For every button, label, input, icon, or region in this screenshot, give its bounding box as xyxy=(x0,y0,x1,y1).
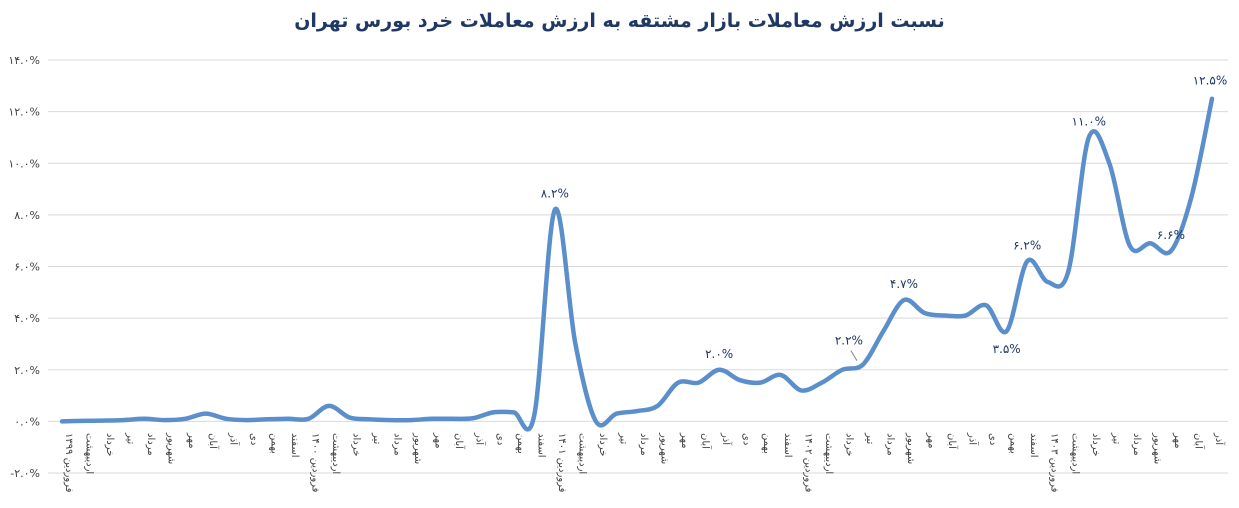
x-tick-label: شهریور xyxy=(1151,432,1162,464)
x-tick-label: تیر xyxy=(864,432,875,445)
x-tick-label: شهریور xyxy=(166,432,177,464)
x-tick-label: مهر xyxy=(186,432,197,448)
x-tick-label: آبان xyxy=(453,433,466,450)
x-tick-label: فروردین ۱۴۰۱ xyxy=(556,433,567,493)
x-tick-label: فروردین ۱۴۰۰ xyxy=(309,433,320,493)
data-label: ۲.۰% xyxy=(705,347,733,361)
y-tick-label: -۲.۰% xyxy=(10,467,40,480)
x-tick-label: آبان xyxy=(207,433,220,450)
y-tick-label: ۴.۰% xyxy=(14,312,40,325)
data-label: ۱۱.۰% xyxy=(1072,114,1107,128)
data-labels: ۸.۲% ۲.۰% ۲.۲% ۴.۷% ۳.۵% ۶.۲% ۱۱.۰% ۶.۶% ۱۲.۵% xyxy=(541,74,1227,361)
data-label: ۱۲.۵% xyxy=(1193,74,1228,88)
x-axis: فروردین ۱۳۹۹ اردیبهشت خرداد تیر مرداد شهریور م… xyxy=(63,432,1226,493)
data-label: ۲.۲% xyxy=(835,334,863,348)
chart-title: نسبت ارزش معاملات بازار مشتقه به ارزش مع… xyxy=(294,10,945,32)
x-tick-label: خرداد xyxy=(1090,433,1101,456)
data-label: ۶.۲% xyxy=(1013,238,1041,252)
y-tick-label: ۲.۰% xyxy=(14,364,40,377)
series-line xyxy=(59,96,1215,432)
x-tick-label: مرداد xyxy=(392,433,403,456)
data-label: ۴.۷% xyxy=(890,277,918,291)
x-tick-label: تیر xyxy=(371,432,382,445)
x-tick-label: بهمن xyxy=(761,433,772,454)
x-tick-label: اسفند xyxy=(535,433,546,457)
x-tick-label: شهریور xyxy=(905,432,916,464)
data-label: ۸.۲% xyxy=(541,187,569,201)
x-tick-label: فروردین ۱۳۹۹ xyxy=(63,433,74,493)
x-tick-label: آذر xyxy=(227,432,240,446)
x-tick-label: تیر xyxy=(617,432,628,445)
x-tick-label: مهر xyxy=(1172,432,1183,448)
x-tick-label: خرداد xyxy=(597,433,608,456)
gridlines xyxy=(48,59,1228,474)
x-tick-label: مرداد xyxy=(638,433,649,456)
x-tick-label: مرداد xyxy=(1131,433,1142,456)
x-tick-label: آذر xyxy=(474,432,487,446)
x-tick-label: اردیبهشت xyxy=(1069,433,1080,474)
x-tick-label: آبان xyxy=(946,433,959,450)
y-tick-label: ۸.۰% xyxy=(14,209,40,222)
data-label: ۶.۶% xyxy=(1157,228,1185,242)
x-tick-label: مرداد xyxy=(884,433,895,456)
y-tick-label: ۱۴.۰% xyxy=(8,54,40,67)
x-tick-label: دی xyxy=(248,433,259,445)
x-tick-label: فروردین ۱۴۰۲ xyxy=(802,433,813,493)
label-leader xyxy=(850,350,858,361)
x-tick-label: بهمن xyxy=(515,433,526,454)
x-tick-label: خرداد xyxy=(104,433,115,456)
x-tick-label: اردیبهشت xyxy=(84,433,95,474)
y-tick-label: ۱۲.۰% xyxy=(8,106,40,119)
x-tick-label: تیر xyxy=(1110,432,1121,445)
x-tick-label: خرداد xyxy=(843,433,854,456)
x-tick-label: اردیبهشت xyxy=(330,433,341,474)
x-tick-label: تیر xyxy=(125,432,136,445)
x-tick-label: اسفند xyxy=(1028,433,1039,457)
x-tick-label: مهر xyxy=(679,432,690,448)
x-tick-label: فروردین ۱۴۰۳ xyxy=(1049,433,1060,493)
x-tick-label: آذر xyxy=(1213,432,1226,446)
x-tick-label: آذر xyxy=(720,432,733,446)
x-tick-label: مرداد xyxy=(145,433,156,456)
y-tick-label: ۱۰.۰% xyxy=(8,157,40,170)
x-tick-label: دی xyxy=(494,433,505,445)
x-tick-label: بهمن xyxy=(268,433,279,454)
x-tick-label: مهر xyxy=(926,432,937,448)
y-axis: -۲.۰% ۰.۰% ۲.۰% ۴.۰% ۶.۰% ۸.۰% ۱۰.۰% ۱۲.۰% ۱۴.۰% xyxy=(8,54,40,480)
x-tick-label: خرداد xyxy=(351,433,362,456)
x-tick-label: دی xyxy=(741,433,752,445)
series-layer xyxy=(59,96,1215,432)
x-tick-label: دی xyxy=(987,433,998,445)
x-tick-label: مهر xyxy=(433,432,444,448)
x-tick-label: بهمن xyxy=(1008,433,1019,454)
x-tick-label: اردیبهشت xyxy=(576,433,587,474)
y-tick-label: ۰.۰% xyxy=(14,415,40,428)
x-tick-label: شهریور xyxy=(659,432,670,464)
x-tick-label: آذر xyxy=(967,432,980,446)
x-tick-label: آبان xyxy=(1192,433,1205,450)
y-tick-label: ۶.۰% xyxy=(14,261,40,274)
data-label: ۳.۵% xyxy=(993,342,1021,356)
x-tick-label: اسفند xyxy=(782,433,793,457)
x-tick-label: شهریور xyxy=(412,432,423,464)
x-tick-label: آبان xyxy=(700,433,713,450)
x-tick-label: اردیبهشت xyxy=(823,433,834,474)
x-tick-label: اسفند xyxy=(289,433,300,457)
